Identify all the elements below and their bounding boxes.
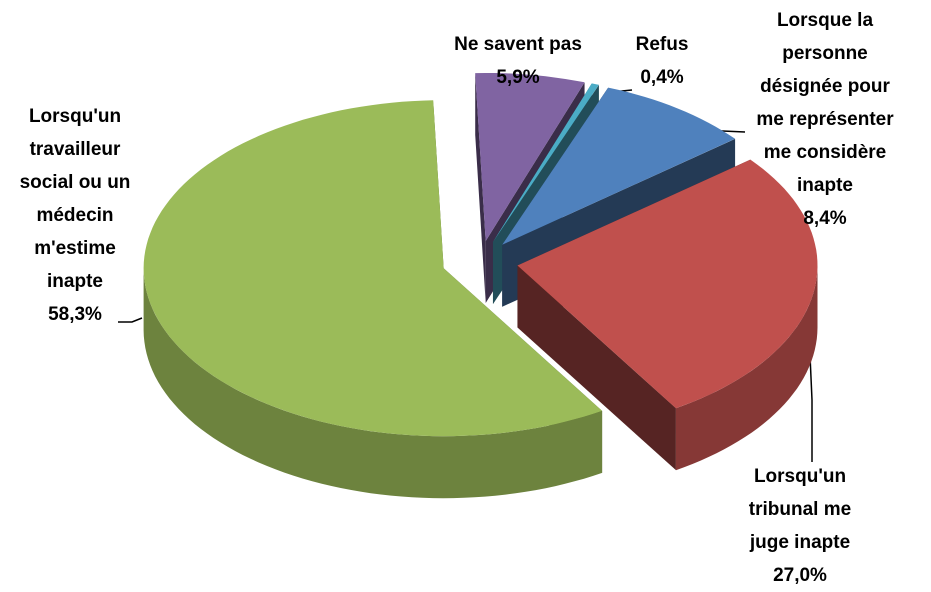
slice-label: Lorsque la personne désignée pour me rep… [745, 4, 905, 235]
value-label: 0,4% [640, 67, 684, 88]
value-label: 5,9% [496, 67, 540, 88]
value-label: 27,0% [773, 565, 827, 586]
category-label: Lorsqu'un tribunal me juge inapte [748, 466, 852, 553]
slice [475, 73, 585, 241]
slice [492, 83, 599, 242]
slice-label: Lorsqu'un travailleur social ou un médec… [10, 100, 140, 331]
category-label: Lorsque la personne désignée pour me rep… [756, 10, 894, 196]
category-label: Refus [635, 34, 689, 55]
category-label: Ne savent pas [454, 34, 582, 55]
slice-side [143, 268, 603, 499]
slice-group [143, 100, 603, 499]
slice [517, 159, 818, 409]
slice-side [475, 73, 486, 303]
slice-label: Ne savent pas 5,9% [438, 28, 598, 94]
slice-side [517, 265, 676, 471]
slice-side [675, 265, 818, 471]
slice [143, 100, 603, 437]
slice-label: Lorsqu'un tribunal me juge inapte 27,0% [730, 460, 870, 592]
slice [502, 87, 736, 245]
category-label: Lorsqu'un travailleur social ou un médec… [19, 106, 131, 292]
leader-line [118, 317, 143, 323]
value-label: 8,4% [803, 208, 847, 229]
slice-label: Refus 0,4% [622, 28, 702, 94]
slice-group [517, 159, 818, 471]
leader-line [809, 354, 813, 462]
value-label: 58,3% [48, 304, 102, 325]
